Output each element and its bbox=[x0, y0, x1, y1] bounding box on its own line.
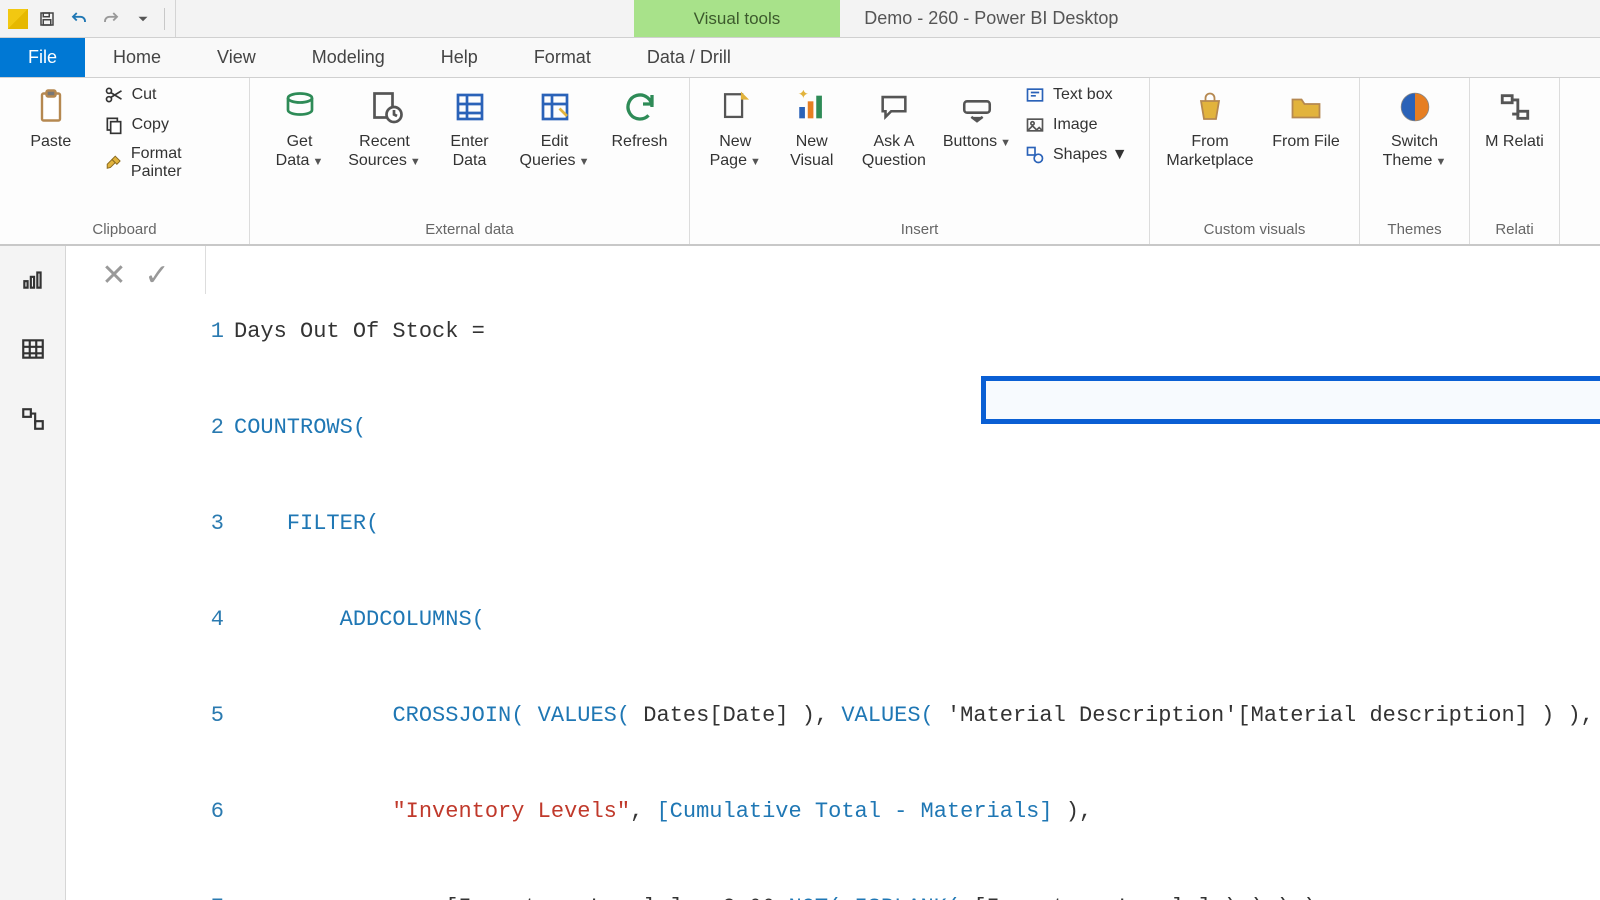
recent-sources-button[interactable]: Recent Sources▼ bbox=[345, 82, 424, 174]
edit-queries-label: Edit Queries bbox=[520, 133, 576, 169]
copy-label: Copy bbox=[132, 116, 169, 134]
text-box-icon bbox=[1025, 85, 1045, 105]
tab-home[interactable]: Home bbox=[85, 38, 189, 77]
chevron-down-icon: ▼ bbox=[1000, 137, 1011, 149]
ask-a-question-button[interactable]: Ask A Question bbox=[853, 82, 935, 174]
group-label-themes: Themes bbox=[1370, 219, 1459, 242]
enter-data-button[interactable]: Enter Data bbox=[430, 82, 509, 174]
text-box-label: Text box bbox=[1053, 86, 1113, 104]
chevron-down-icon: ▼ bbox=[579, 156, 590, 168]
new-page-button[interactable]: New Page▼ bbox=[700, 82, 770, 174]
tab-view[interactable]: View bbox=[189, 38, 284, 77]
undo-icon[interactable] bbox=[66, 6, 92, 32]
from-marketplace-button[interactable]: From Marketplace bbox=[1160, 82, 1260, 174]
format-painter-button[interactable]: Format Painter bbox=[98, 142, 239, 184]
formula-cancel-icon[interactable]: ✕ bbox=[101, 258, 126, 293]
paste-button[interactable]: Paste bbox=[10, 82, 92, 155]
dax-editor[interactable]: 1Days Out Of Stock = 2COUNTROWS( 3 FILTE… bbox=[206, 246, 1600, 900]
format-painter-label: Format Painter bbox=[131, 145, 233, 181]
shapes-icon bbox=[1025, 145, 1045, 165]
image-icon bbox=[1025, 115, 1045, 135]
group-clipboard: Paste Cut Copy bbox=[0, 78, 250, 244]
tab-format[interactable]: Format bbox=[506, 38, 619, 77]
shapes-label: Shapes bbox=[1053, 146, 1107, 163]
tab-modeling[interactable]: Modeling bbox=[284, 38, 413, 77]
contextual-tab-visual-tools: Visual tools bbox=[634, 0, 841, 37]
quick-access-toolbar bbox=[0, 0, 176, 37]
group-insert: New Page▼ ✦ New Visual Ask A Question Bu… bbox=[690, 78, 1150, 244]
ribbon-tabs: File Home View Modeling Help Format Data… bbox=[0, 38, 1600, 78]
refresh-button[interactable]: Refresh bbox=[600, 82, 679, 155]
from-marketplace-label: From Marketplace bbox=[1162, 132, 1258, 170]
qat-separator bbox=[164, 8, 165, 30]
manage-relationships-button[interactable]: M Relati bbox=[1480, 82, 1549, 155]
group-external-data: Get Data▼ Recent Sources▼ Enter Data Edi… bbox=[250, 78, 690, 244]
chevron-down-icon: ▼ bbox=[1107, 146, 1127, 163]
image-label: Image bbox=[1053, 116, 1097, 134]
manage-relationships-label: M Relati bbox=[1485, 132, 1544, 151]
recent-sources-label: Recent Sources bbox=[348, 133, 410, 169]
dax-line-2: COUNTROWS( bbox=[234, 412, 366, 444]
from-file-label: From File bbox=[1272, 132, 1340, 151]
tab-file[interactable]: File bbox=[0, 38, 85, 77]
edit-queries-button[interactable]: Edit Queries▼ bbox=[515, 82, 594, 174]
svg-text:✦: ✦ bbox=[798, 90, 809, 102]
model-view-icon[interactable] bbox=[16, 402, 50, 436]
work-area: ✕ ✓ 1Days Out Of Stock = 2COUNTROWS( 3 F… bbox=[0, 246, 1600, 900]
formula-bar: ✕ ✓ 1Days Out Of Stock = 2COUNTROWS( 3 F… bbox=[66, 246, 1600, 900]
image-button[interactable]: Image bbox=[1019, 112, 1139, 138]
qat-dropdown-icon[interactable] bbox=[130, 6, 156, 32]
group-themes: Switch Theme▼ Themes bbox=[1360, 78, 1470, 244]
shapes-button[interactable]: Shapes ▼ bbox=[1019, 142, 1139, 168]
dax-line-3: FILTER( bbox=[287, 508, 379, 540]
data-view-icon[interactable] bbox=[16, 332, 50, 366]
new-visual-label: New Visual bbox=[778, 132, 844, 170]
group-label-clipboard: Clipboard bbox=[10, 219, 239, 242]
ribbon: Paste Cut Copy bbox=[0, 78, 1600, 246]
new-page-label: New Page bbox=[710, 133, 752, 169]
left-view-rail bbox=[0, 246, 66, 900]
window-title: Demo - 260 - Power BI Desktop bbox=[840, 0, 1142, 37]
cut-button[interactable]: Cut bbox=[98, 82, 239, 108]
paintbrush-icon bbox=[104, 153, 123, 173]
get-data-button[interactable]: Get Data▼ bbox=[260, 82, 339, 174]
cut-label: Cut bbox=[132, 86, 157, 104]
text-box-button[interactable]: Text box bbox=[1019, 82, 1139, 108]
report-canvas: ✕ ✓ 1Days Out Of Stock = 2COUNTROWS( 3 F… bbox=[66, 246, 1600, 900]
tab-data-drill[interactable]: Data / Drill bbox=[619, 38, 759, 77]
paste-label: Paste bbox=[30, 132, 71, 151]
redo-icon[interactable] bbox=[98, 6, 124, 32]
scissors-icon bbox=[104, 85, 124, 105]
title-bar: Visual tools Demo - 260 - Power BI Deskt… bbox=[0, 0, 1600, 38]
group-relationships: M Relati Relati bbox=[1470, 78, 1560, 244]
dax-line-1: Days Out Of Stock = bbox=[234, 316, 485, 348]
app-logo-icon bbox=[8, 9, 28, 29]
from-file-button[interactable]: From File bbox=[1266, 82, 1346, 155]
formula-commit-icon[interactable]: ✓ bbox=[145, 258, 170, 293]
chevron-down-icon: ▼ bbox=[750, 156, 761, 168]
switch-theme-label: Switch Theme bbox=[1383, 133, 1438, 169]
get-data-label: Get Data bbox=[276, 133, 313, 169]
buttons-button[interactable]: Buttons▼ bbox=[941, 82, 1013, 155]
new-visual-button[interactable]: ✦ New Visual bbox=[776, 82, 846, 174]
group-label-custom-visuals: Custom visuals bbox=[1160, 219, 1349, 242]
refresh-label: Refresh bbox=[611, 132, 667, 151]
group-label-external-data: External data bbox=[260, 219, 679, 242]
report-view-icon[interactable] bbox=[16, 262, 50, 296]
copy-icon bbox=[104, 115, 124, 135]
dax-line-4: ADDCOLUMNS( bbox=[340, 604, 485, 636]
chevron-down-icon: ▼ bbox=[1435, 156, 1446, 168]
group-label-relationships: Relati bbox=[1480, 219, 1549, 242]
tab-help[interactable]: Help bbox=[413, 38, 506, 77]
group-label-insert: Insert bbox=[700, 219, 1139, 242]
group-custom-visuals: From Marketplace From File Custom visual… bbox=[1150, 78, 1360, 244]
chevron-down-icon: ▼ bbox=[410, 156, 421, 168]
enter-data-label: Enter Data bbox=[432, 132, 507, 170]
ask-a-question-label: Ask A Question bbox=[855, 132, 933, 170]
chevron-down-icon: ▼ bbox=[312, 156, 323, 168]
switch-theme-button[interactable]: Switch Theme▼ bbox=[1370, 82, 1459, 174]
save-icon[interactable] bbox=[34, 6, 60, 32]
buttons-label: Buttons bbox=[943, 133, 997, 150]
copy-button[interactable]: Copy bbox=[98, 112, 239, 138]
